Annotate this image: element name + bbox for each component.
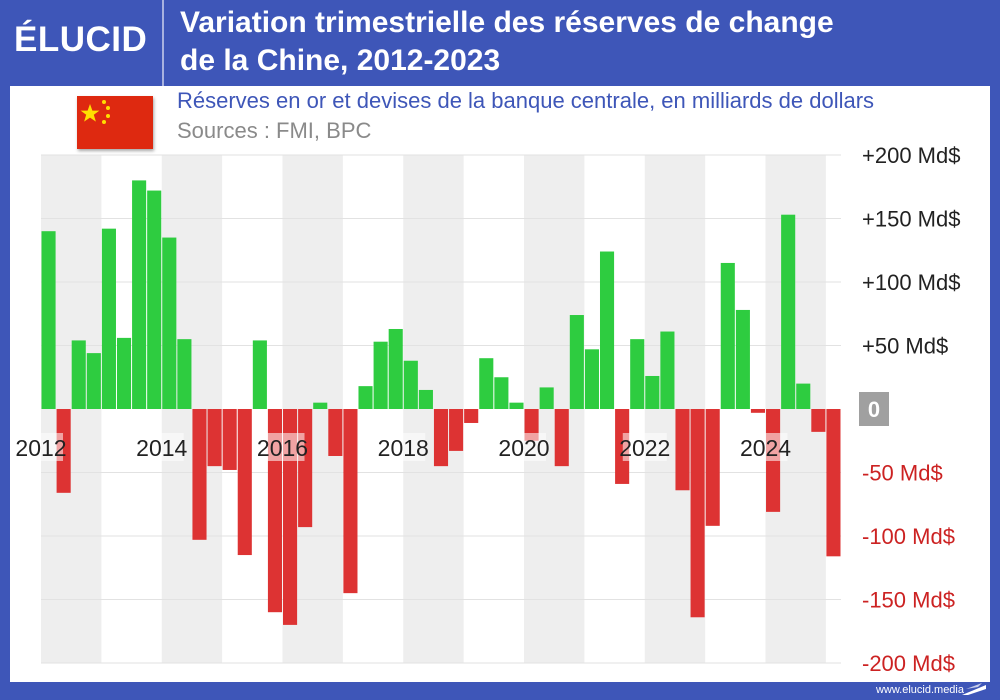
header-divider (162, 0, 164, 86)
x-tick-label: 2024 (740, 435, 791, 461)
bar (781, 214, 796, 409)
bar (147, 190, 162, 409)
bar (433, 409, 449, 467)
chart-title: Variation trimestrielle des réserves de … (180, 4, 990, 80)
bar (313, 402, 328, 409)
y-tick-label: +200 Md$ (862, 143, 960, 168)
bar (615, 409, 630, 484)
x-tick-label: 2022 (619, 435, 670, 461)
bar (690, 409, 705, 618)
y-tick-label: -100 Md$ (862, 524, 955, 549)
chart-subtitle: Réserves en or et devises de la banque c… (177, 88, 875, 113)
x-tick-label: 2016 (257, 435, 308, 461)
bar (509, 402, 524, 409)
y-tick-label: +100 Md$ (862, 270, 960, 295)
bar (298, 409, 313, 528)
bar (811, 409, 826, 432)
bar (449, 409, 464, 451)
x-tick-label: 2020 (498, 435, 549, 461)
x-label-backdrop (622, 433, 667, 461)
bar (41, 231, 56, 409)
elucid-mark-icon (962, 683, 986, 695)
bar (373, 341, 388, 409)
bar (132, 180, 147, 409)
bar (207, 409, 222, 467)
bar (101, 228, 116, 409)
bar (418, 389, 433, 409)
bar (660, 331, 675, 409)
website-footer[interactable]: www.elucid.media (875, 684, 964, 696)
x-tick-label: 2014 (136, 435, 187, 461)
header: ÉLUCID Variation trimestrielle des réser… (0, 0, 1000, 86)
chart-sources: Sources : FMI, BPC (177, 118, 372, 143)
bar (192, 409, 207, 540)
elucid-logo[interactable]: ÉLUCID (14, 20, 148, 59)
bar (645, 375, 660, 409)
x-tick-label: 2018 (378, 435, 429, 461)
bar (343, 409, 358, 594)
y-tick-label: -150 Md$ (862, 588, 955, 613)
bar (283, 409, 298, 625)
bar (116, 337, 132, 409)
bar (479, 358, 494, 409)
x-label-backdrop (139, 433, 184, 461)
x-label-backdrop (743, 433, 788, 461)
bar (56, 409, 71, 493)
bar (750, 409, 766, 413)
bar (705, 409, 720, 526)
x-label-backdrop (19, 433, 63, 461)
x-label-backdrop (260, 433, 305, 461)
bar (599, 251, 615, 409)
bars (41, 180, 841, 625)
y-tick-label: +150 Md$ (862, 207, 960, 232)
bar (177, 339, 192, 409)
x-label-backdrop (502, 433, 547, 461)
bar (584, 349, 599, 409)
bar (826, 409, 841, 557)
bar (71, 340, 86, 409)
bar (403, 360, 418, 409)
bar (86, 353, 101, 409)
zero-label-badge (859, 392, 889, 426)
bar (569, 315, 584, 409)
bar (524, 409, 539, 441)
bar (735, 309, 750, 409)
bar (796, 383, 811, 409)
bar (237, 409, 252, 556)
chart-title-line-2: de la Chine, 2012-2023 (180, 44, 501, 77)
bar (494, 377, 509, 409)
china-flag-icon (77, 96, 153, 149)
bar (252, 340, 267, 409)
bar (675, 409, 690, 491)
y-tick-label: +50 Md$ (862, 334, 948, 359)
y-tick-label: -200 Md$ (862, 651, 955, 676)
bar (554, 409, 569, 467)
bar (720, 262, 735, 409)
x-axis-labels: 2012 2014 2016 2018 2020 2022 2024 (15, 433, 791, 461)
y-tick-label: 0 (868, 397, 880, 422)
bar (464, 409, 479, 423)
bar (539, 387, 554, 409)
bar (388, 328, 403, 409)
bar (358, 386, 373, 409)
chart-title-line-1: Variation trimestrielle des réserves de … (180, 6, 834, 39)
bar (222, 409, 237, 470)
y-tick-label: -50 Md$ (862, 461, 943, 486)
bar (162, 237, 177, 409)
bar (328, 409, 343, 456)
bar (630, 339, 645, 409)
x-tick-label: 2012 (15, 435, 66, 461)
y-axis-labels: +200 Md$ +150 Md$ +100 Md$ +50 Md$ 0 -50 Md$ -… (859, 143, 960, 676)
x-label-backdrop (381, 433, 426, 461)
